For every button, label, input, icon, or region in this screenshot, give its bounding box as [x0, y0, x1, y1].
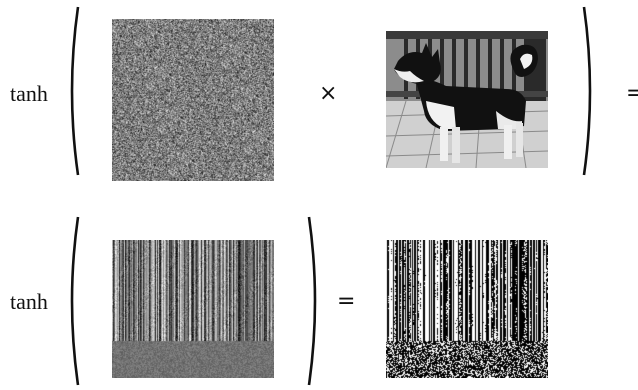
left-paren-row2: [64, 215, 80, 387]
projected-feature-panel: [112, 240, 274, 378]
multiply-operator: ×: [319, 81, 338, 106]
dog-photo-panel: [386, 31, 548, 168]
tanh-label-row1: tanh: [10, 81, 48, 106]
noise-image-panel: [112, 19, 274, 181]
equals-row1: =: [626, 81, 638, 106]
left-paren-row1: [64, 5, 80, 177]
binarized-feature-panel: [386, 240, 548, 378]
tanh-label-row2: tanh: [10, 289, 48, 314]
right-paren-row1: [582, 5, 598, 177]
right-paren-row2: [307, 215, 323, 387]
equals-row2: =: [337, 289, 356, 314]
